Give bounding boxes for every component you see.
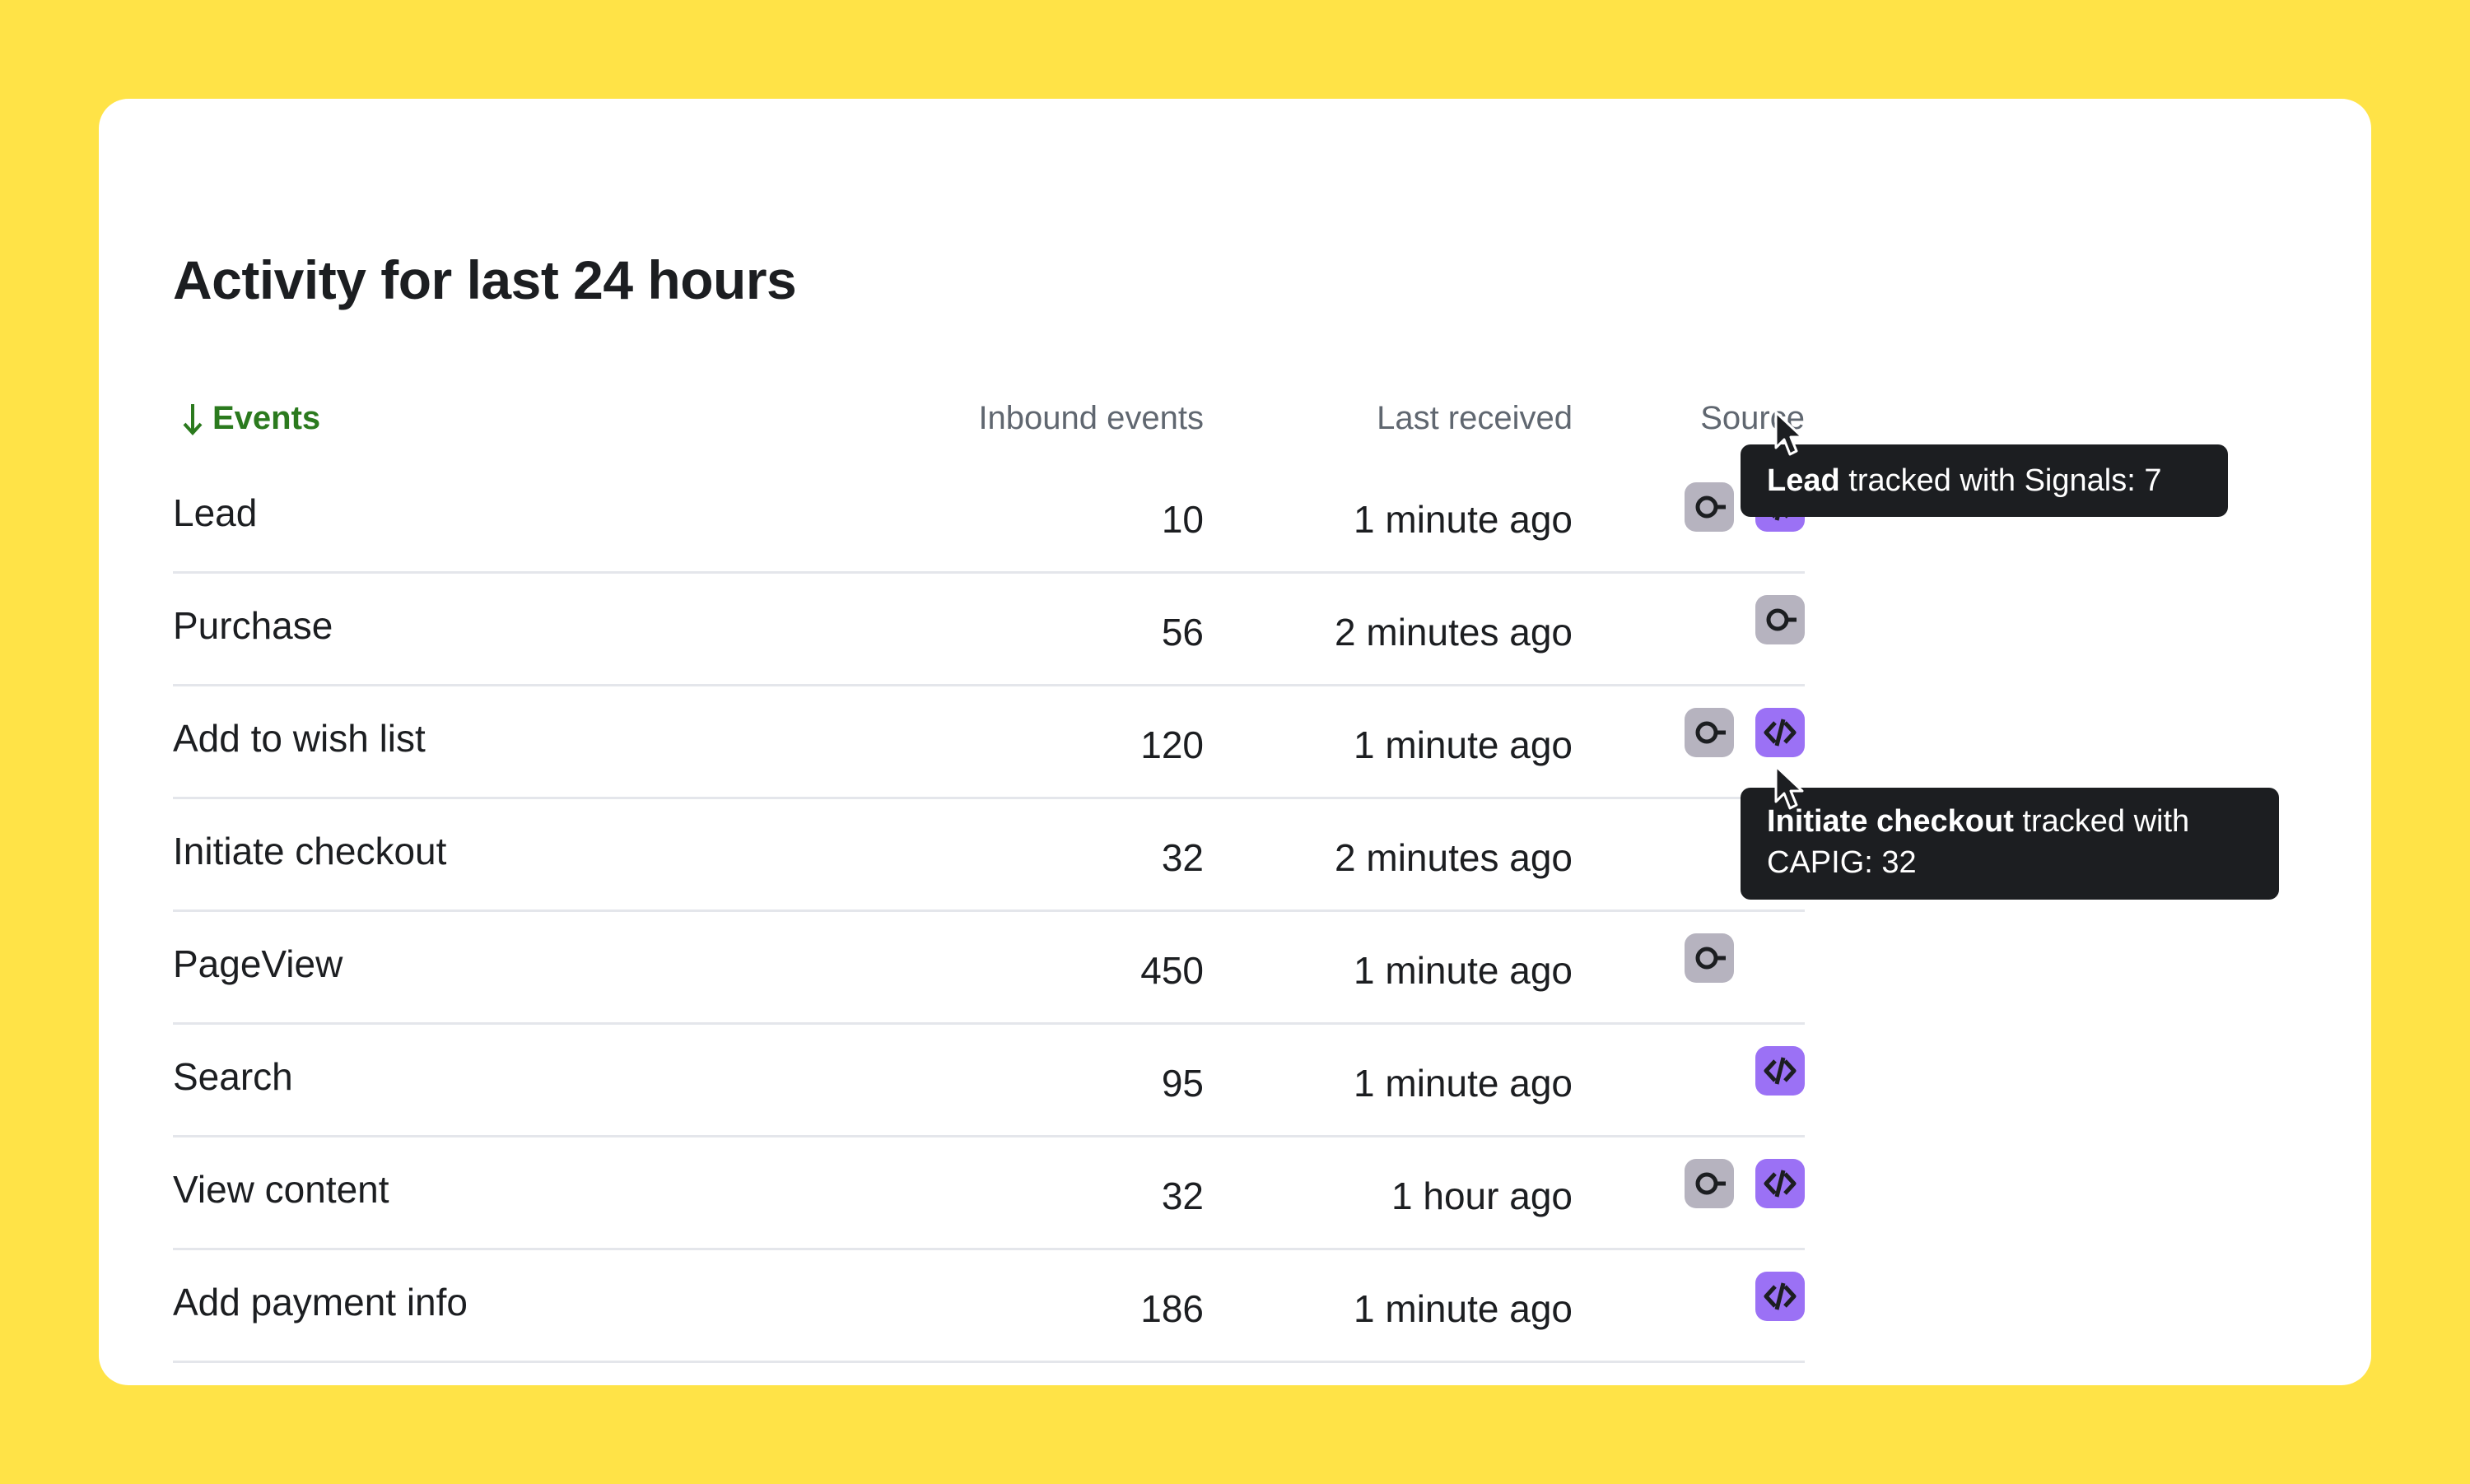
table-row[interactable]: View content 32 1 hour ago bbox=[173, 1137, 1805, 1250]
capig-connector-icon bbox=[1695, 495, 1726, 519]
capig-connector-icon bbox=[1695, 947, 1726, 970]
mouse-pointer-icon bbox=[1774, 765, 1804, 810]
tooltip-checkout-event: Initiate checkout bbox=[1767, 804, 2014, 839]
last-received: 1 hour ago bbox=[1391, 1175, 1573, 1217]
event-name: Add payment info bbox=[173, 1281, 468, 1324]
source-badge-capig[interactable] bbox=[1755, 595, 1805, 644]
source-badge-signals[interactable] bbox=[1755, 1272, 1805, 1321]
page-title: Activity for last 24 hours bbox=[173, 249, 797, 310]
tooltip-lead-signals: Lead tracked with Signals: 7 bbox=[1741, 444, 2228, 517]
table-row[interactable]: Lead 10 1 minute ago bbox=[173, 461, 1805, 574]
table-row[interactable]: PageView 450 1 minute ago bbox=[173, 912, 1805, 1025]
source-badge-signals[interactable] bbox=[1755, 708, 1805, 757]
column-header-events-label: Events bbox=[212, 400, 321, 436]
event-name: Search bbox=[173, 1055, 293, 1098]
last-received: 2 minutes ago bbox=[1335, 611, 1573, 654]
events-table: Events Inbound events Last received Sour… bbox=[173, 379, 1805, 1363]
event-name: Purchase bbox=[173, 604, 333, 647]
signals-code-icon bbox=[1764, 719, 1797, 747]
inbound-count: 186 bbox=[1140, 1287, 1204, 1330]
inbound-count: 32 bbox=[1161, 1175, 1204, 1217]
table-row[interactable]: Add to wish list 120 1 minute ago bbox=[173, 686, 1805, 799]
signals-code-icon bbox=[1764, 1057, 1797, 1085]
inbound-count: 95 bbox=[1161, 1062, 1204, 1105]
last-received: 1 minute ago bbox=[1354, 723, 1573, 766]
tooltip-lead-event: Lead bbox=[1767, 463, 1840, 498]
inbound-count: 56 bbox=[1161, 611, 1204, 654]
table-body: Lead 10 1 minute ago Purchase 56 2 minutes ag… bbox=[173, 461, 1805, 1363]
event-name: PageView bbox=[173, 942, 343, 985]
table-row[interactable]: Purchase 56 2 minutes ago bbox=[173, 574, 1805, 686]
capig-connector-icon bbox=[1695, 721, 1726, 744]
source-badge-signals[interactable] bbox=[1755, 1046, 1805, 1096]
mouse-pointer-icon bbox=[1774, 411, 1804, 456]
table-row[interactable]: Search 95 1 minute ago bbox=[173, 1025, 1805, 1137]
inbound-count: 120 bbox=[1140, 723, 1204, 766]
tooltip-lead-text: tracked with Signals: 7 bbox=[1839, 463, 2162, 498]
source-badge-capig[interactable] bbox=[1685, 482, 1734, 532]
event-name: Lead bbox=[173, 491, 258, 534]
capig-connector-icon bbox=[1766, 608, 1797, 631]
table-header: Events Inbound events Last received Sour… bbox=[173, 379, 1805, 461]
last-received: 1 minute ago bbox=[1354, 1062, 1573, 1105]
signals-code-icon bbox=[1764, 1170, 1797, 1198]
column-header-inbound-events[interactable]: Inbound events bbox=[978, 400, 1204, 436]
last-received: 1 minute ago bbox=[1354, 1287, 1573, 1330]
event-name: Add to wish list bbox=[173, 717, 426, 760]
source-badge-capig[interactable] bbox=[1685, 708, 1734, 757]
table-row[interactable]: Initiate checkout 32 2 minutes ago bbox=[173, 799, 1805, 912]
activity-card: Activity for last 24 hours Events Inboun… bbox=[99, 99, 2371, 1385]
last-received: 1 minute ago bbox=[1354, 949, 1573, 992]
tooltip-checkout-text: tracked with CAPIG: 32 bbox=[1767, 804, 2190, 880]
signals-code-icon bbox=[1764, 1282, 1797, 1310]
event-name: View content bbox=[173, 1168, 389, 1211]
column-header-events[interactable]: Events bbox=[181, 400, 320, 437]
inbound-count: 32 bbox=[1161, 836, 1204, 879]
last-received: 1 minute ago bbox=[1354, 498, 1573, 541]
last-received: 2 minutes ago bbox=[1335, 836, 1573, 879]
source-badge-capig[interactable] bbox=[1685, 1159, 1734, 1208]
source-badge-capig[interactable] bbox=[1685, 933, 1734, 983]
column-header-last-received[interactable]: Last received bbox=[1377, 400, 1573, 436]
inbound-count: 10 bbox=[1161, 498, 1204, 541]
tooltip-checkout-capig: Initiate checkout tracked with CAPIG: 32 bbox=[1741, 788, 2279, 900]
table-row[interactable]: Add payment info 186 1 minute ago bbox=[173, 1250, 1805, 1363]
event-name: Initiate checkout bbox=[173, 830, 447, 872]
source-badge-signals[interactable] bbox=[1755, 1159, 1805, 1208]
arrow-down-icon bbox=[183, 403, 203, 435]
capig-connector-icon bbox=[1695, 1172, 1726, 1195]
inbound-count: 450 bbox=[1140, 949, 1204, 992]
